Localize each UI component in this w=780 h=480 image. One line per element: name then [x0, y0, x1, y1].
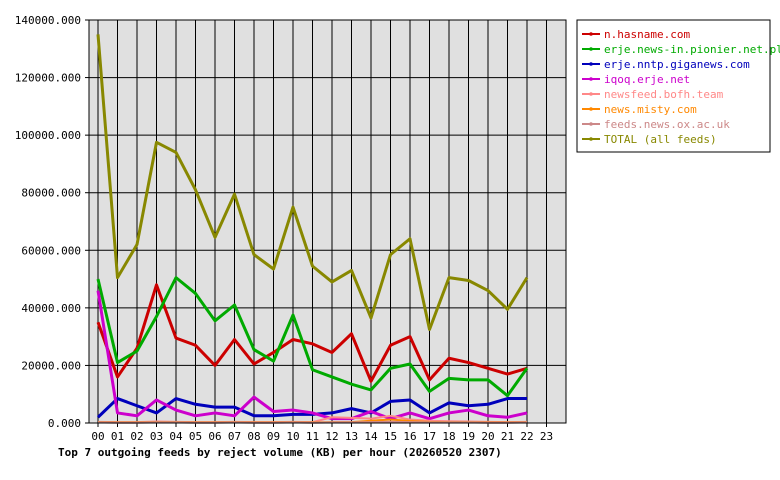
legend-marker	[589, 32, 593, 36]
y-tick-label: 60000.000	[21, 244, 81, 257]
x-tick-label: 21	[501, 430, 514, 443]
series-lines	[96, 34, 529, 424]
x-tick-label: 07	[228, 430, 241, 443]
legend-label: erje.news-in.pionier.net.pl	[604, 43, 780, 56]
x-tick-label: 05	[189, 430, 202, 443]
x-tick-label: 08	[247, 430, 260, 443]
legend-marker	[589, 122, 593, 126]
legend-label: iqoq.erje.net	[604, 73, 690, 86]
x-tick-label: 00	[91, 430, 104, 443]
plot-border	[88, 19, 567, 424]
chart-title: Top 7 outgoing feeds by reject volume (K…	[58, 446, 502, 459]
legend-label: feeds.news.ox.ac.uk	[604, 118, 730, 131]
x-tick-label: 11	[306, 430, 319, 443]
x-tick-label: 18	[442, 430, 455, 443]
legend-marker	[589, 107, 593, 111]
legend-marker	[589, 92, 593, 96]
series-line	[96, 283, 528, 383]
y-tick-label: 140000.000	[15, 14, 81, 27]
x-tick-label: 19	[462, 430, 475, 443]
legend-marker	[589, 137, 593, 141]
x-tick-labels: 00 01 02 03 04 05 06 07 08 09 10 11 12 13 14 15 16 17 18 19…	[91, 423, 553, 443]
legend-marker	[589, 77, 593, 81]
series-line	[96, 290, 528, 421]
y-tick-label: 100000.000	[15, 129, 81, 142]
legend-label: news.misty.com	[604, 103, 697, 116]
series-line	[96, 34, 529, 331]
x-tick-label: 20	[481, 430, 494, 443]
legend-label: newsfeed.bofh.team	[604, 88, 724, 101]
legend-box	[576, 19, 771, 153]
y-tick-label: 40000.000	[21, 302, 81, 315]
y-tick-label: 80000.000	[21, 187, 81, 200]
legend-label: TOTAL (all feeds)	[604, 133, 717, 146]
y-tick-labels: 0.000 20000.000 40000.000 60000.000 80000.00…	[15, 14, 89, 430]
x-tick-label: 23	[540, 430, 553, 443]
series-line	[96, 276, 529, 398]
y-tick-label: 120000.000	[15, 72, 81, 85]
x-tick-label: 09	[267, 430, 280, 443]
legend-marker	[589, 47, 593, 51]
legend-label: erje.nntp.giganews.com	[604, 58, 750, 71]
x-tick-label: 16	[403, 430, 416, 443]
legend-marker	[589, 62, 593, 66]
x-tick-label: 02	[130, 430, 143, 443]
x-tick-label: 04	[169, 430, 183, 443]
grid-lines	[89, 19, 566, 424]
plot-background	[89, 20, 566, 423]
x-tick-label: 03	[150, 430, 163, 443]
x-tick-label: 22	[520, 430, 533, 443]
x-tick-label: 06	[208, 430, 221, 443]
x-tick-label: 12	[325, 430, 338, 443]
y-tick-label: 20000.000	[21, 359, 81, 372]
x-tick-label: 14	[364, 430, 378, 443]
legend: n.hasname.com erje.news-in.pionier.net.pl…	[576, 19, 780, 153]
x-tick-label: 01	[111, 430, 124, 443]
y-tick-label: 0.000	[48, 417, 81, 430]
x-tick-label: 15	[384, 430, 397, 443]
x-tick-label: 13	[345, 430, 358, 443]
x-tick-label: 10	[286, 430, 299, 443]
legend-label: n.hasname.com	[604, 28, 690, 41]
x-tick-label: 17	[423, 430, 436, 443]
